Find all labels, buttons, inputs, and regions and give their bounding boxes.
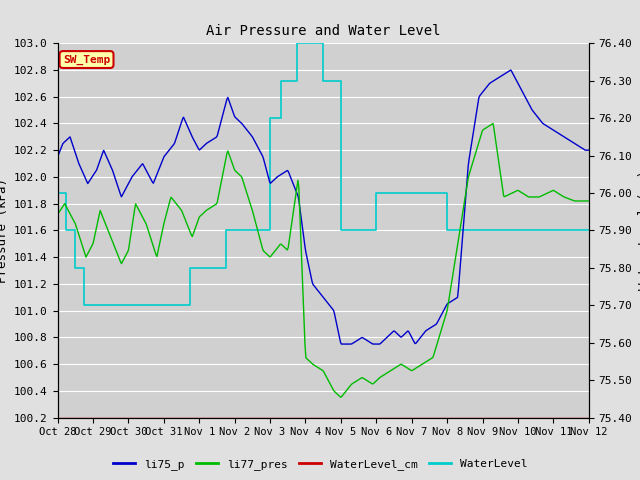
- Legend: li75_p, li77_pres, WaterLevel_cm, WaterLevel: li75_p, li77_pres, WaterLevel_cm, WaterL…: [108, 455, 532, 474]
- Title: Air Pressure and Water Level: Air Pressure and Water Level: [206, 24, 440, 38]
- Y-axis label: Water Level (cm): Water Level (cm): [638, 170, 640, 290]
- Text: SW_Temp: SW_Temp: [63, 54, 110, 65]
- Y-axis label: Pressure (kPa): Pressure (kPa): [0, 178, 8, 283]
